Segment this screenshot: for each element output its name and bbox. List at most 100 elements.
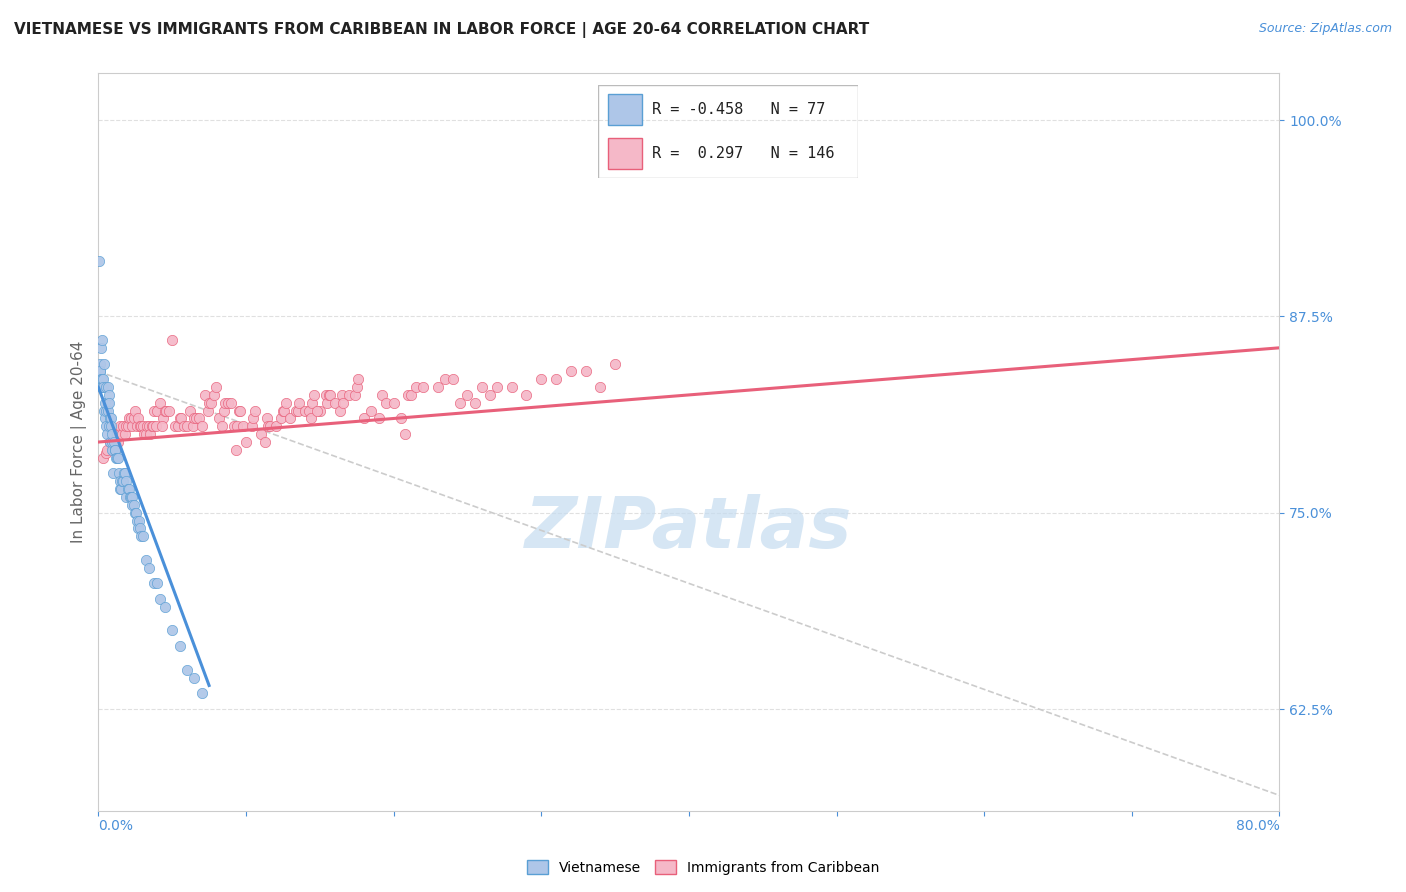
Point (115, 419, 138, 434)
Point (127, 521, 149, 535)
Point (87, 254, 110, 268)
Point (515, 388, 537, 402)
Point (91, 450, 114, 465)
Point (176, 419, 198, 434)
Point (135, 553, 157, 567)
Point (93, 403, 115, 417)
Point (240, 419, 263, 434)
Text: ZIPatlas: ZIPatlas (526, 494, 852, 563)
Point (112, 475, 135, 489)
Point (120, 411, 142, 425)
Point (169, 411, 191, 425)
Point (146, 576, 169, 591)
Point (90, 380, 112, 394)
Point (134, 427, 156, 442)
Bar (607, 138, 641, 169)
Point (89, 357, 111, 371)
Point (225, 442, 247, 457)
Point (332, 396, 354, 410)
Point (197, 403, 219, 417)
Point (89, 364, 111, 378)
Point (318, 388, 340, 402)
Point (103, 435, 125, 450)
Point (299, 411, 322, 425)
Point (337, 388, 360, 402)
Point (98, 396, 121, 410)
Point (104, 442, 127, 457)
Point (603, 357, 626, 371)
Point (105, 450, 128, 465)
Point (294, 403, 316, 417)
Point (118, 411, 141, 425)
Text: R = -0.458   N = 77: R = -0.458 N = 77 (652, 102, 825, 117)
Point (98, 435, 121, 450)
Text: 0.0%: 0.0% (98, 819, 134, 833)
Point (91, 380, 114, 394)
Point (136, 419, 159, 434)
Point (426, 380, 449, 394)
Point (94, 396, 117, 410)
Point (530, 372, 553, 386)
Point (91, 372, 114, 386)
Legend: Vietnamese, Immigrants from Caribbean: Vietnamese, Immigrants from Caribbean (522, 855, 884, 880)
Point (219, 396, 242, 410)
Point (98, 419, 121, 434)
Point (94, 446, 117, 460)
Point (110, 419, 132, 434)
Point (101, 435, 124, 450)
Point (194, 388, 217, 402)
Point (101, 427, 124, 442)
Point (179, 403, 201, 417)
Point (394, 427, 416, 442)
Point (344, 388, 367, 402)
Y-axis label: In Labor Force | Age 20-64: In Labor Force | Age 20-64 (72, 341, 87, 543)
Text: VIETNAMESE VS IMMIGRANTS FROM CARIBBEAN IN LABOR FORCE | AGE 20-64 CORRELATION C: VIETNAMESE VS IMMIGRANTS FROM CARIBBEAN … (14, 22, 869, 38)
Point (288, 396, 311, 410)
Point (224, 419, 246, 434)
Point (114, 467, 136, 481)
Point (135, 427, 157, 442)
Point (382, 396, 405, 410)
Point (112, 419, 135, 434)
Point (125, 514, 148, 528)
Point (176, 663, 198, 677)
Bar (607, 95, 641, 125)
Point (243, 403, 266, 417)
Text: 80.0%: 80.0% (1236, 819, 1279, 833)
Point (205, 380, 228, 394)
Point (214, 396, 236, 410)
Text: R =  0.297   N = 146: R = 0.297 N = 146 (652, 146, 835, 161)
Point (259, 419, 281, 434)
Point (131, 419, 153, 434)
Point (208, 411, 231, 425)
Point (183, 411, 205, 425)
Point (278, 411, 301, 425)
Point (96, 442, 118, 457)
Point (153, 403, 176, 417)
Point (173, 419, 195, 434)
Point (107, 435, 129, 450)
Point (124, 506, 146, 520)
Point (121, 490, 143, 504)
Point (285, 403, 308, 417)
Point (139, 427, 162, 442)
Point (94, 403, 117, 417)
Point (108, 475, 131, 489)
Point (98, 411, 121, 425)
Point (152, 411, 174, 425)
Point (157, 403, 180, 417)
Point (146, 403, 169, 417)
Point (167, 419, 190, 434)
Point (389, 411, 412, 425)
Point (298, 403, 321, 417)
Point (100, 435, 122, 450)
Point (273, 403, 295, 417)
Point (96, 396, 118, 410)
Point (560, 364, 582, 378)
Point (274, 396, 297, 410)
Point (97, 388, 120, 402)
Point (308, 403, 330, 417)
Point (353, 411, 375, 425)
Point (115, 490, 138, 504)
Point (111, 427, 134, 442)
